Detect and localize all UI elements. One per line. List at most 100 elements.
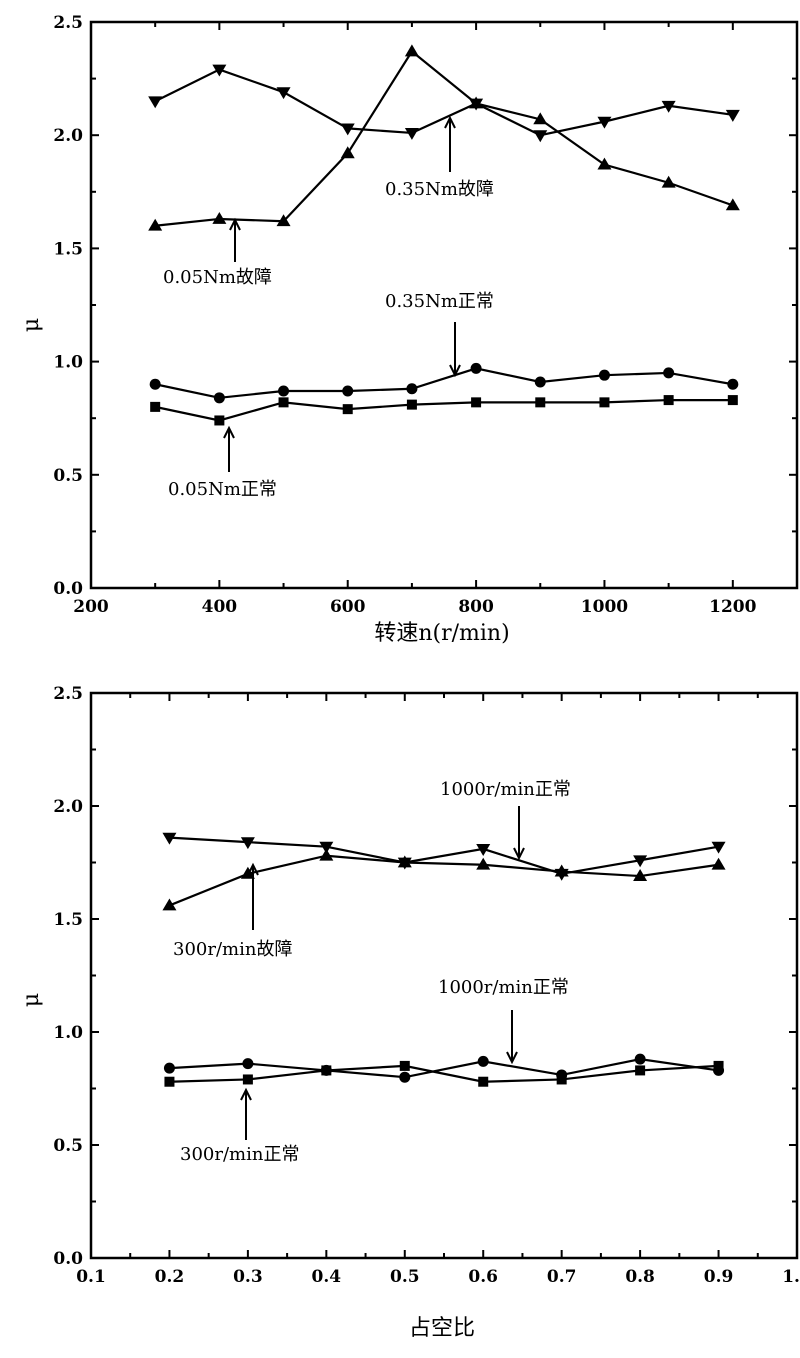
data-point-triangle-up <box>554 864 569 877</box>
data-point-triangle-up <box>469 96 484 109</box>
data-point-triangle-down <box>661 100 676 113</box>
data-point-circle <box>406 383 418 395</box>
data-point-circle <box>663 367 675 379</box>
chart-panel-1: 0.0 0.5 1.0 1.5 2.0 2.5 200 400 600 800 1000 1200 转速… <box>19 13 799 646</box>
data-point-triangle-down <box>240 837 255 850</box>
x-tick-label: 0.3 <box>233 1267 263 1287</box>
arrow-head-icon <box>444 115 456 129</box>
data-point-triangle-down <box>319 841 334 854</box>
y-tick-label: 1.0 <box>53 1023 83 1043</box>
series-line <box>154 367 734 399</box>
x-tick-label: 0.6 <box>468 1267 498 1287</box>
data-point-square <box>342 404 353 415</box>
x-tick-label: 1.0 <box>782 1267 800 1287</box>
x-tick-label: 0.4 <box>312 1267 342 1287</box>
x-tick-label: 1000 <box>581 597 628 617</box>
data-point-square <box>406 399 417 410</box>
data-point-square <box>278 397 289 408</box>
y-tick-label: 2.0 <box>53 126 83 146</box>
data-point-square <box>399 1060 410 1071</box>
series-line <box>169 854 719 907</box>
arrow-head-icon <box>449 364 461 378</box>
series-square <box>150 395 738 426</box>
y-tick-label: 0.0 <box>53 579 83 599</box>
data-point-circle <box>342 385 354 397</box>
data-point-triangle-down <box>212 64 227 77</box>
data-point-triangle-down <box>276 87 291 100</box>
y-tick-label: 1.5 <box>53 910 83 930</box>
data-point-square <box>321 1065 332 1076</box>
y-tick-label: 1.0 <box>53 353 83 373</box>
x-tick-label: 600 <box>330 597 366 617</box>
data-point-triangle-up <box>633 869 648 881</box>
data-point-triangle-up <box>404 44 419 57</box>
annotation-label: 0.35Nm故障 <box>385 179 494 200</box>
x-tick-label: 0.7 <box>547 1267 577 1287</box>
data-point-square <box>663 395 674 406</box>
y-tick-label: 0.0 <box>53 1249 83 1269</box>
data-point-square <box>599 397 610 408</box>
x-tick-label: 0.8 <box>625 1267 655 1287</box>
x-tick-label: 1200 <box>709 597 756 617</box>
arrow-head-icon <box>229 217 241 231</box>
data-point-circle <box>470 362 482 374</box>
data-point-triangle-down <box>148 96 163 109</box>
arrow-head-icon <box>247 862 259 876</box>
data-point-circle <box>163 1062 175 1074</box>
data-point-triangle-up <box>276 214 291 227</box>
arrow-head-icon <box>506 1051 518 1065</box>
data-point-square <box>214 415 225 426</box>
data-point-triangle-up <box>725 198 740 211</box>
data-point-circle <box>278 385 290 397</box>
series-line <box>155 49 734 227</box>
annotation-label: 1000r/min正常 <box>438 977 569 998</box>
data-point-triangle-up <box>340 146 355 159</box>
x-axis-label: 转速n(r/min) <box>374 621 509 646</box>
data-point-triangle-up <box>212 211 227 224</box>
y-tick-label: 2.0 <box>53 797 83 817</box>
annotation-label: 300r/min故障 <box>173 939 292 960</box>
data-point-circle <box>598 369 610 381</box>
x-tick-label: 800 <box>458 597 494 617</box>
annotation-label: 0.05Nm故障 <box>163 267 272 288</box>
series-square <box>164 1060 724 1087</box>
series-line <box>169 836 719 875</box>
data-point-circle <box>242 1058 254 1070</box>
data-point-square <box>478 1076 489 1087</box>
arrow-head-icon <box>513 847 525 861</box>
data-point-circle <box>213 392 225 404</box>
data-point-square <box>150 401 161 412</box>
y-tick-label: 2.5 <box>53 13 83 33</box>
y-axis-label: μ <box>19 318 44 332</box>
data-point-triangle-up <box>476 857 491 870</box>
annotation-label: 300r/min正常 <box>180 1144 299 1165</box>
chart-panel-2: 0.0 0.5 1.0 1.5 2.0 2.5 0.1 0.2 0.3 0.4 0.5 0.6 0.7 0… <box>19 684 800 1341</box>
data-point-triangle-up <box>711 857 726 870</box>
data-point-triangle-up <box>162 898 177 911</box>
arrow-head-icon <box>240 1087 252 1101</box>
series-line <box>169 1058 719 1079</box>
data-point-square <box>471 397 482 408</box>
data-point-circle <box>727 378 739 390</box>
data-point-square <box>164 1076 175 1087</box>
series-line <box>154 398 733 422</box>
y-tick-label: 0.5 <box>53 466 83 486</box>
series-line <box>169 1064 719 1083</box>
annotation-label: 0.05Nm正常 <box>168 479 277 500</box>
series-triangle-up <box>162 848 726 911</box>
data-point-triangle-down <box>725 109 740 122</box>
data-point-circle <box>534 376 546 388</box>
data-point-triangle-up <box>240 866 255 879</box>
data-point-square <box>556 1074 567 1085</box>
arrow-head-icon <box>223 425 235 439</box>
data-point-circle <box>399 1071 411 1083</box>
data-point-square <box>242 1074 253 1085</box>
x-axis-label: 占空比 <box>409 1316 475 1341</box>
data-point-triangle-down <box>533 130 548 143</box>
annotation-label: 0.35Nm正常 <box>385 291 494 312</box>
y-axis-label: μ <box>19 993 44 1007</box>
data-point-triangle-down <box>633 855 648 868</box>
data-point-triangle-up <box>148 218 163 231</box>
data-point-square <box>713 1060 724 1071</box>
